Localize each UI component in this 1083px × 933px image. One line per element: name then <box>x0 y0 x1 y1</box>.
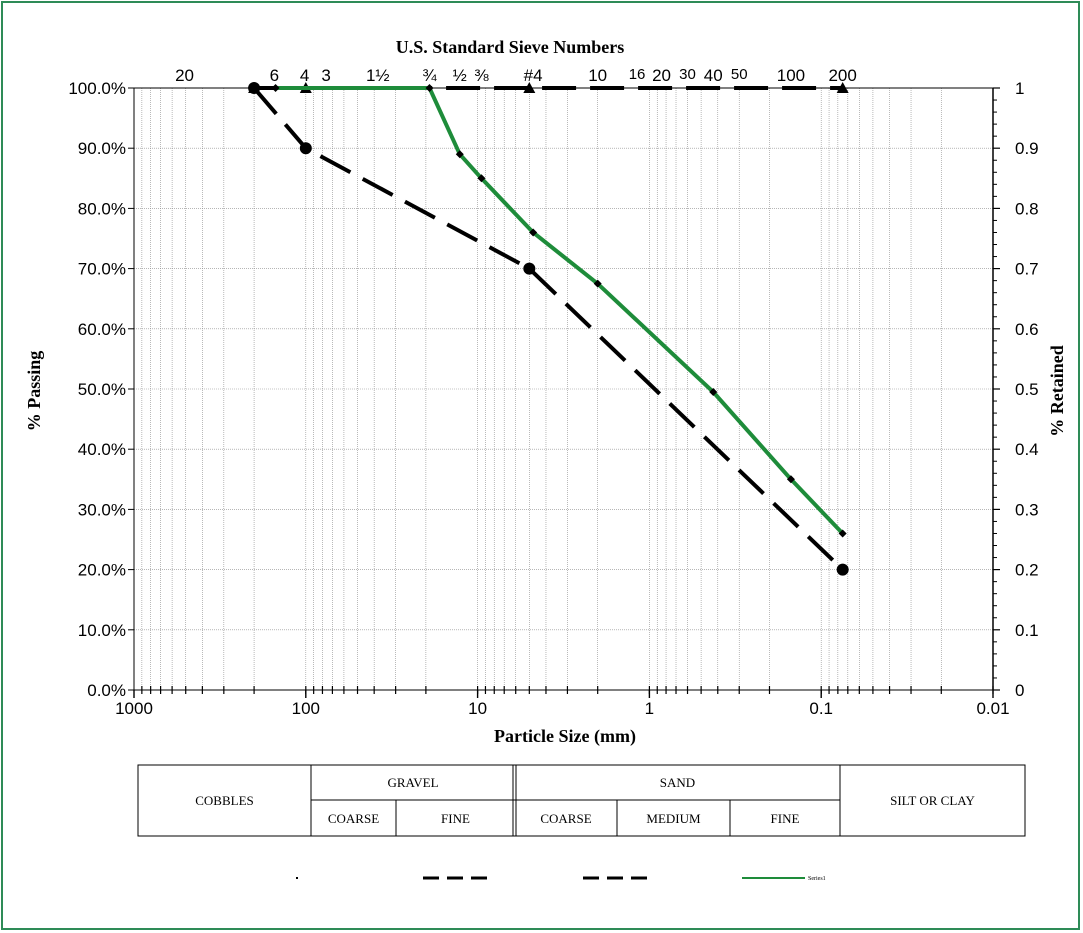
marker-diamond <box>786 475 795 484</box>
series-layer <box>248 82 849 576</box>
x-tick-label: 1 <box>645 699 654 718</box>
x-tick-label: 100 <box>292 699 320 718</box>
marker-circle <box>523 262 536 275</box>
marker-diamond <box>455 150 464 159</box>
sieve-label: 20 <box>652 66 671 85</box>
x-tick-label: 1000 <box>115 699 153 718</box>
table-cobbles: COBBLES <box>195 793 254 808</box>
y-right-tick-label: 0 <box>1015 681 1024 700</box>
axes: 0.0% 10.0% 20.0% 30.0% 40.0% 50.0% 60.0% 70.0% 8… <box>68 66 1038 718</box>
y-right-tick-label: 0.1 <box>1015 621 1039 640</box>
sieve-label: 50 <box>731 66 748 83</box>
y-axis-label-left: % Passing <box>24 351 44 432</box>
table-gravel-coarse: COARSE <box>328 811 379 826</box>
grid <box>134 88 994 690</box>
sieve-label: 1½ <box>366 66 390 85</box>
y-right-tick-label: 0.8 <box>1015 199 1039 218</box>
sieve-label: ¾ <box>422 66 437 85</box>
table-gravel-fine: FINE <box>441 811 470 826</box>
sieve-label: 10 <box>588 66 607 85</box>
sieve-label: 40 <box>704 66 723 85</box>
marker-circle <box>836 563 849 576</box>
y-right-tick-label: 1 <box>1015 79 1024 98</box>
sieve-label: 20 <box>175 66 194 85</box>
marker-triangle <box>836 82 849 93</box>
sieve-label: 3 <box>321 66 330 85</box>
series-2 <box>271 84 847 538</box>
y-left-tick-label: 70.0% <box>78 260 126 279</box>
y-left-tick-label: 100.0% <box>68 79 126 98</box>
marker-triangle <box>523 82 536 93</box>
table-sand-fine: FINE <box>771 811 800 826</box>
soil-classification-table: COBBLES GRAVEL COARSE FINE SAND COARSE MEDIUM F… <box>137 764 1026 837</box>
marker-diamond <box>529 228 538 237</box>
x-tick-label: 10 <box>468 699 487 718</box>
y-right-tick-label: 0.3 <box>1015 500 1039 519</box>
y-right-tick-label: 0.2 <box>1015 561 1039 580</box>
series-line <box>252 86 845 572</box>
marker-diamond <box>271 84 280 92</box>
marker-diamond <box>477 174 486 183</box>
y-left-tick-label: 50.0% <box>78 380 126 399</box>
marker-diamond <box>838 529 847 538</box>
chart-title: U.S. Standard Sieve Numbers <box>396 37 625 57</box>
y-left-tick-label: 90.0% <box>78 139 126 158</box>
y-left-tick-label: 30.0% <box>78 500 126 519</box>
legend-label-series1: Series1 <box>808 876 826 882</box>
table-gravel: GRAVEL <box>387 775 438 790</box>
sieve-label: 16 <box>629 66 646 83</box>
table-sand-coarse: COARSE <box>540 811 591 826</box>
y-left-tick-label: 10.0% <box>78 621 126 640</box>
table-border <box>137 764 1026 837</box>
marker-diamond <box>593 279 602 288</box>
y-right-tick-label: 0.7 <box>1015 260 1039 279</box>
x-tick-label: 0.01 <box>976 699 1009 718</box>
series-1 <box>248 82 849 576</box>
sieve-label: 30 <box>679 66 696 83</box>
legend-swatch-series-0 <box>296 877 298 879</box>
series-line <box>275 86 845 535</box>
y-axis-label-right: % Retained <box>1047 345 1067 437</box>
table-sand-medium: MEDIUM <box>646 811 701 826</box>
x-tick-label: 0.1 <box>809 699 833 718</box>
sieve-label: 200 <box>828 66 856 85</box>
legend: Series1 <box>296 876 826 882</box>
marker-circle <box>248 82 261 94</box>
y-left-tick-label: 80.0% <box>78 199 126 218</box>
sieve-label: 4 <box>300 66 309 85</box>
x-axis-label: Particle Size (mm) <box>494 726 636 747</box>
sieve-label: 100 <box>777 66 805 85</box>
y-right-tick-label: 0.6 <box>1015 320 1039 339</box>
sieve-label: ⅜ <box>474 66 489 85</box>
y-right-tick-label: 0.4 <box>1015 440 1039 459</box>
y-left-tick-label: 0.0% <box>87 681 126 700</box>
marker-circle <box>299 142 312 155</box>
table-silt-clay: SILT OR CLAY <box>890 793 975 808</box>
sieve-label: 6 <box>270 66 279 85</box>
y-right-tick-label: 0.9 <box>1015 139 1039 158</box>
table-sand: SAND <box>660 775 695 790</box>
y-left-tick-label: 20.0% <box>78 561 126 580</box>
y-right-tick-label: 0.5 <box>1015 380 1039 399</box>
sieve-label: ½ <box>453 66 467 85</box>
marker-diamond <box>425 84 434 92</box>
sieve-label: #4 <box>524 66 543 85</box>
y-left-tick-label: 60.0% <box>78 320 126 339</box>
marker-diamond <box>709 388 718 397</box>
y-left-tick-label: 40.0% <box>78 440 126 459</box>
